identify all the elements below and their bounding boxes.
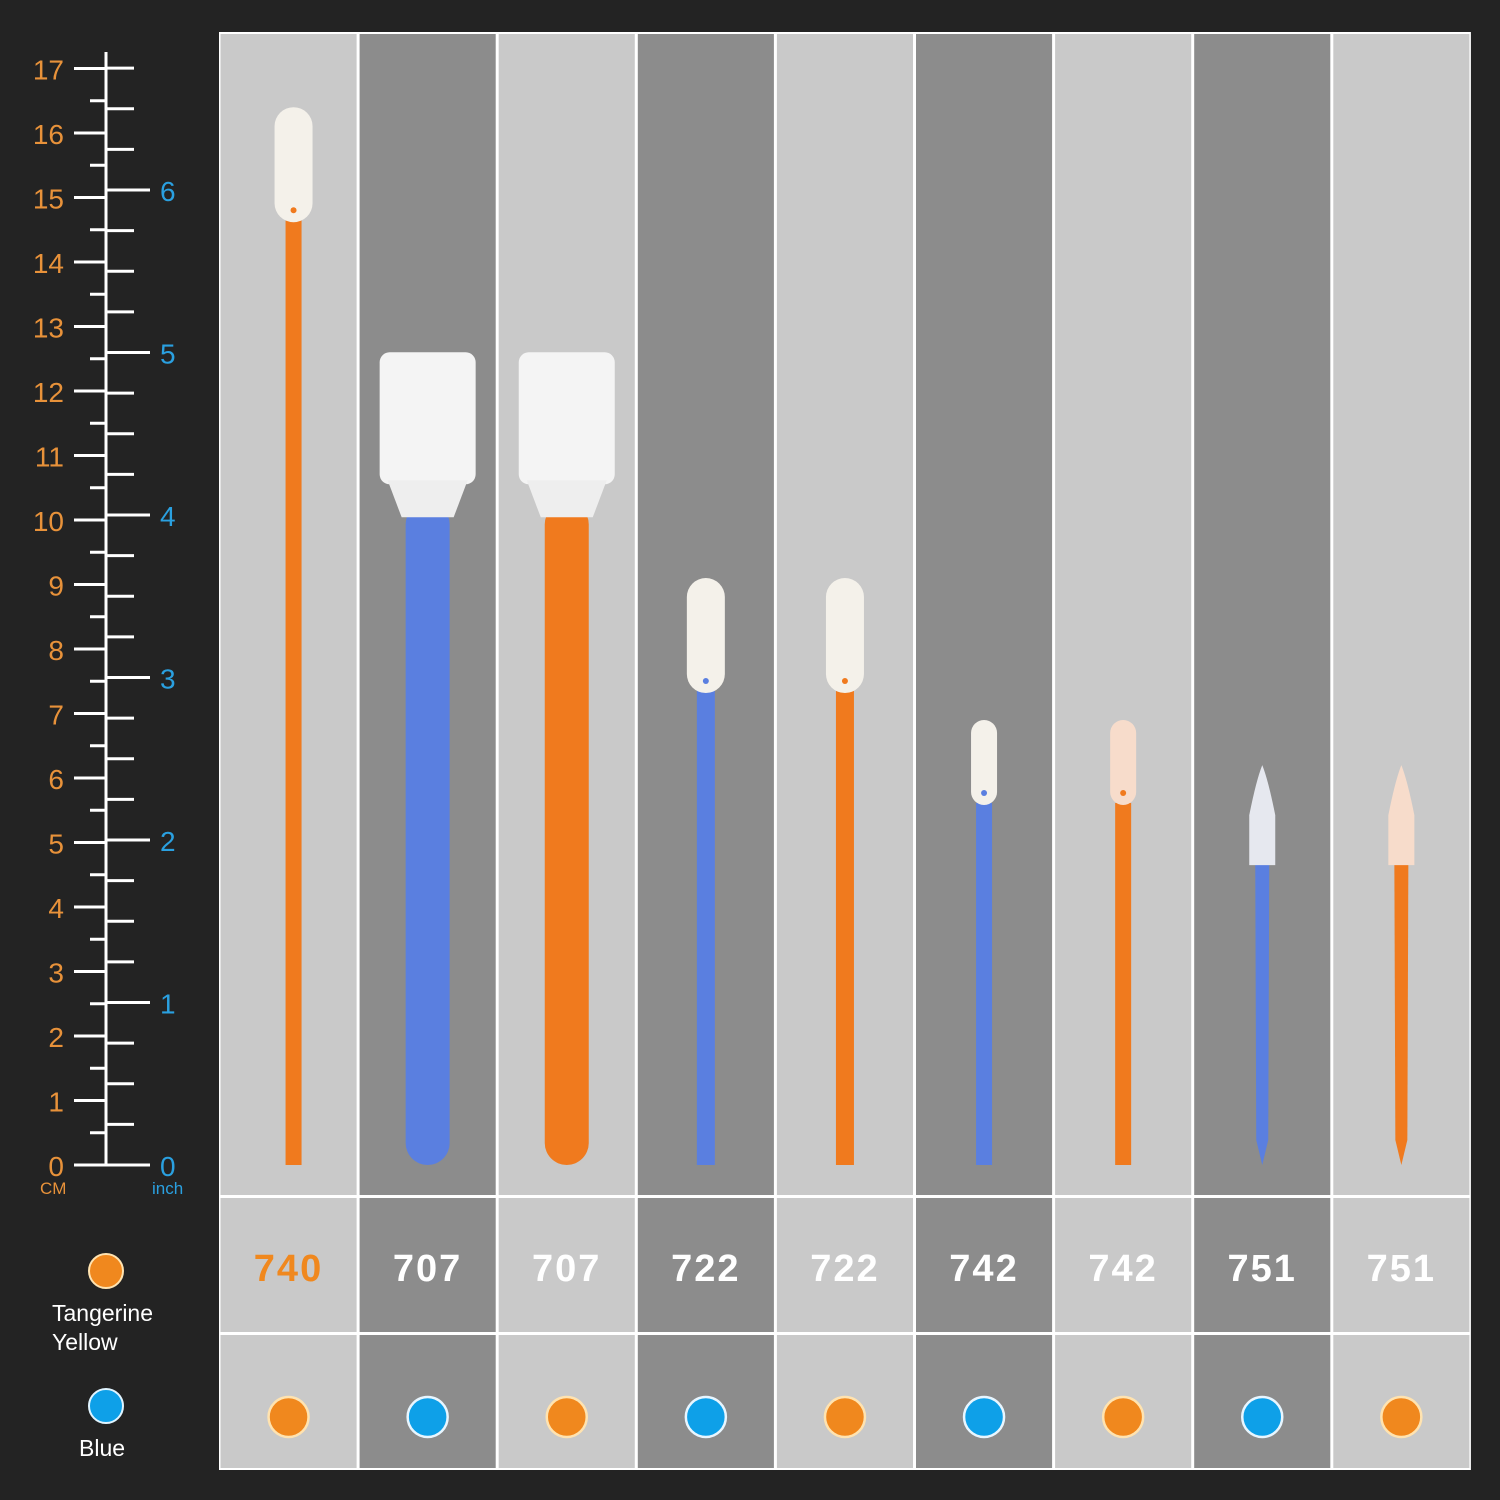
inch-tick-label: 6	[160, 176, 176, 207]
inch-tick-label: 2	[160, 826, 176, 857]
grid-cell	[776, 1198, 913, 1332]
grid-cell	[220, 1198, 357, 1332]
swab-pointed-head	[1249, 765, 1276, 866]
swab-handle	[1115, 802, 1132, 1165]
swab-pointed-head	[1388, 765, 1415, 866]
color-chip-blue	[962, 1395, 1006, 1439]
swab-handle	[405, 502, 450, 1165]
cm-tick-label: 14	[33, 248, 64, 279]
swab-751-blue	[1249, 765, 1276, 1165]
product-code: 707	[531, 1248, 602, 1290]
cm-unit-label: CM	[40, 1179, 67, 1198]
swab-722-blue	[686, 578, 725, 1165]
product-code: 740	[253, 1248, 324, 1290]
legend-blue-dot	[88, 1388, 124, 1424]
legend-blue-label: Blue	[79, 1435, 126, 1461]
grid-cell	[498, 1198, 635, 1332]
color-chip-blue	[684, 1395, 728, 1439]
cm-tick-label: 2	[48, 1022, 64, 1053]
swab-tip-dot	[981, 789, 988, 796]
swab-tip-dot	[1120, 789, 1127, 796]
grid-cell	[1055, 1198, 1192, 1332]
inch-tick-label: 1	[160, 989, 176, 1020]
inch-unit-label: inch	[152, 1179, 184, 1198]
product-code: 751	[1366, 1248, 1436, 1290]
color-chip-blue	[406, 1395, 449, 1439]
grid-cell	[916, 1198, 1053, 1332]
product-code: 742	[949, 1248, 1019, 1290]
inch-tick-label: 0	[160, 1151, 176, 1182]
cm-tick-label: 7	[48, 700, 64, 731]
swab-foam-head	[379, 352, 476, 485]
cm-tick-label: 1	[48, 1087, 64, 1118]
swab-foam-neck	[526, 480, 607, 518]
swab-707-tangerine	[518, 352, 615, 1165]
swab-handle	[544, 502, 589, 1165]
swab-tip-dot	[702, 678, 709, 685]
product-code: 742	[1088, 1248, 1158, 1290]
cm-tick-label: 4	[48, 893, 64, 924]
swab-tip-head	[686, 578, 725, 694]
inch-tick-label: 3	[160, 664, 176, 695]
swab-740-tangerine	[274, 107, 313, 1165]
inch-tick-label: 4	[160, 501, 176, 532]
swab-tip-head	[825, 578, 864, 694]
color-chip-tangerine	[267, 1395, 310, 1439]
swab-handle	[696, 691, 715, 1165]
swab-handle	[1255, 863, 1270, 1165]
cm-tick-label: 12	[33, 377, 64, 408]
swab-742-blue	[971, 719, 998, 1165]
product-code: 707	[392, 1248, 463, 1290]
inch-tick-label: 5	[160, 339, 176, 370]
swab-handle	[1394, 863, 1409, 1165]
swab-handle	[976, 802, 993, 1165]
product-code: 722	[671, 1248, 741, 1290]
product-code: 751	[1227, 1248, 1297, 1290]
swab-742-tangerine	[1110, 719, 1137, 1165]
color-chip-tangerine	[823, 1395, 867, 1439]
swab-handle	[835, 691, 854, 1165]
cm-tick-label: 10	[33, 506, 64, 537]
color-chip-tangerine	[1101, 1395, 1145, 1439]
cm-tick-label: 5	[48, 829, 64, 860]
swab-handle	[285, 220, 302, 1165]
swab-tip-head	[1110, 719, 1137, 805]
color-chip-tangerine	[545, 1395, 588, 1439]
cm-tick-label: 15	[33, 184, 64, 215]
grid-cell	[359, 1198, 496, 1332]
swab-tip-dot	[290, 207, 297, 214]
grid-cell	[1333, 1198, 1470, 1332]
cm-tick-label: 11	[35, 442, 64, 473]
grid-cell	[637, 1198, 774, 1332]
cm-tick-label: 6	[48, 764, 64, 795]
color-chip-tangerine	[1380, 1395, 1423, 1439]
swab-tip-head	[971, 719, 998, 805]
cm-tick-label: 16	[33, 119, 64, 150]
product-code: 722	[810, 1248, 880, 1290]
grid-cell	[1194, 1198, 1331, 1332]
legend-tangerine-dot	[88, 1253, 124, 1289]
legend-tangerine-label: Tangerine Yellow	[52, 1300, 154, 1355]
swab-722-tangerine	[825, 578, 864, 1165]
swab-foam-head	[518, 352, 615, 485]
cm-tick-label: 8	[48, 635, 64, 666]
color-chip-blue	[1241, 1395, 1284, 1439]
cm-tick-label: 9	[48, 571, 64, 602]
swab-751-tangerine	[1388, 765, 1415, 1165]
cm-tick-label: 3	[48, 958, 64, 989]
swab-foam-neck	[387, 480, 468, 518]
cm-tick-label: 13	[33, 313, 64, 344]
swab-tip-head	[274, 107, 313, 223]
cm-tick-label: 0	[48, 1151, 64, 1182]
swab-tip-dot	[841, 678, 848, 685]
swab-707-blue	[379, 352, 476, 1165]
cm-tick-label: 17	[33, 55, 64, 86]
